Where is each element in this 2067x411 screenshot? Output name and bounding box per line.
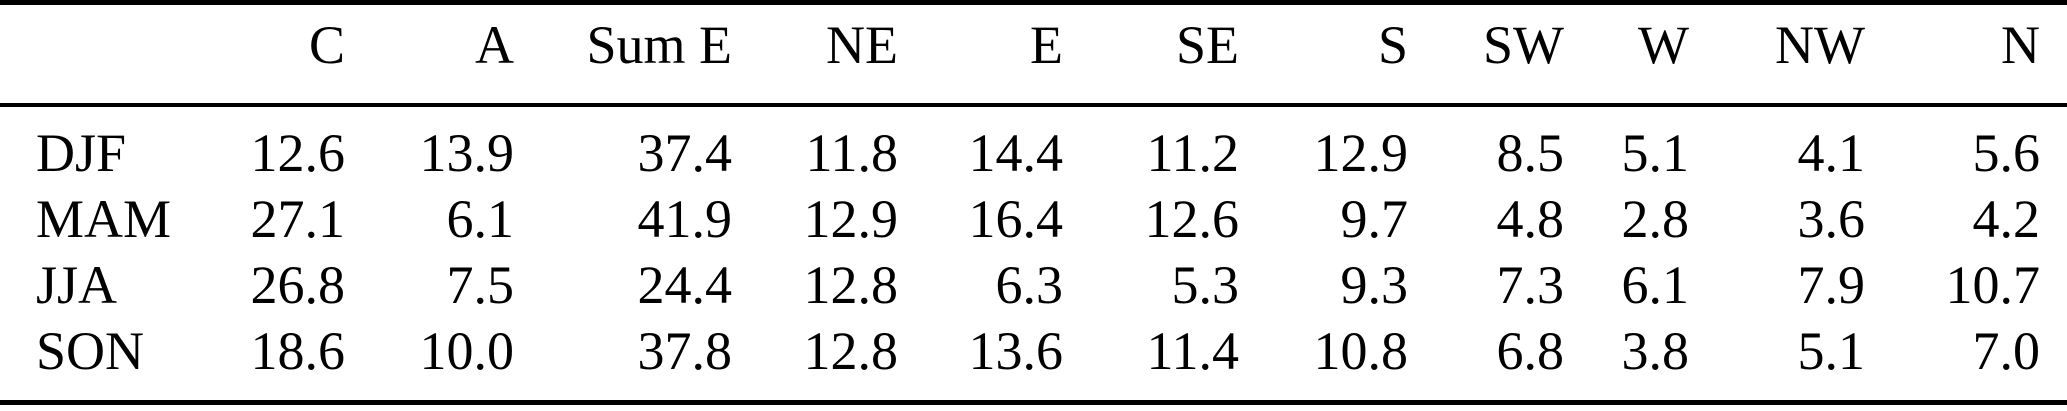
header-cell-e: E bbox=[898, 0, 1063, 107]
header-cell-n: N bbox=[1865, 0, 2067, 107]
table-cell: 9.3 bbox=[1340, 255, 1409, 315]
table-cell: 6.3 bbox=[995, 255, 1064, 315]
header-cell-sume: Sum E bbox=[514, 0, 732, 107]
table-cell: 3.6 bbox=[1797, 189, 1866, 249]
table-cell: 2.8 bbox=[1621, 189, 1690, 249]
table-row-mam: MAM 27.1 6.1 41.9 12.9 16.4 12.6 9.7 4.8… bbox=[0, 186, 2067, 252]
header-cell-ne: NE bbox=[732, 0, 898, 107]
table-cell: 5.6 bbox=[1972, 123, 2041, 183]
header-cell-c: C bbox=[200, 0, 345, 107]
table-cell: 8.5 bbox=[1496, 123, 1565, 183]
header-row: C A Sum E NE E SE S SW W NW N bbox=[0, 0, 2067, 107]
header-cell-sw: SW bbox=[1408, 0, 1564, 107]
table-cell: 9.7 bbox=[1340, 189, 1409, 249]
table-cell: 13.6 bbox=[898, 318, 1063, 405]
header-cell-nw: NW bbox=[1689, 0, 1865, 107]
table-cell: 41.9 bbox=[637, 189, 733, 249]
table-cell: 18.6 bbox=[200, 318, 345, 405]
row-label-mam: MAM bbox=[36, 189, 172, 249]
table-cell: 7.3 bbox=[1496, 255, 1565, 315]
table-cell: 11.8 bbox=[805, 123, 899, 183]
table-row-jja: JJA 26.8 7.5 24.4 12.8 6.3 5.3 9.3 7.3 6… bbox=[0, 252, 2067, 318]
table-cell: 27.1 bbox=[250, 189, 346, 249]
table-row-son: SON 18.6 10.0 37.8 12.8 13.6 11.4 10.8 6… bbox=[0, 318, 2067, 405]
header-cell-s: S bbox=[1239, 0, 1408, 107]
table-cell: 11.2 bbox=[1146, 123, 1240, 183]
table-cell: 4.1 bbox=[1797, 123, 1866, 183]
table-cell: 13.9 bbox=[419, 123, 515, 183]
table-cell: 4.8 bbox=[1496, 189, 1565, 249]
table-cell: 10.7 bbox=[1945, 255, 2041, 315]
table-cell: 7.5 bbox=[446, 255, 515, 315]
header-cell-se: SE bbox=[1063, 0, 1239, 107]
row-label-djf: DJF bbox=[36, 123, 127, 183]
table-cell: 5.3 bbox=[1171, 255, 1240, 315]
table-cell: 3.8 bbox=[1564, 318, 1689, 405]
table-cell: 12.6 bbox=[250, 123, 346, 183]
table-cell: 26.8 bbox=[250, 255, 346, 315]
header-cell-a: A bbox=[345, 0, 514, 107]
table-cell: 12.8 bbox=[803, 255, 899, 315]
row-label-son: SON bbox=[0, 318, 200, 405]
table-cell: 4.2 bbox=[1972, 189, 2041, 249]
header-cell-corner bbox=[0, 0, 200, 107]
header-cell-w: W bbox=[1564, 0, 1689, 107]
table-cell: 5.1 bbox=[1689, 318, 1865, 405]
table-cell: 37.8 bbox=[514, 318, 732, 405]
table-cell: 10.8 bbox=[1239, 318, 1408, 405]
table-cell: 12.9 bbox=[1313, 123, 1409, 183]
table-cell: 7.9 bbox=[1797, 255, 1866, 315]
table-cell: 24.4 bbox=[637, 255, 733, 315]
table-cell: 11.4 bbox=[1063, 318, 1239, 405]
table-cell: 7.0 bbox=[1865, 318, 2067, 405]
row-label-jja: JJA bbox=[36, 255, 118, 315]
table-cell: 12.9 bbox=[803, 189, 899, 249]
table-cell: 6.8 bbox=[1408, 318, 1564, 405]
table-cell: 16.4 bbox=[968, 189, 1064, 249]
table-cell: 6.1 bbox=[1621, 255, 1690, 315]
table-row-djf: DJF 12.6 13.9 37.4 11.8 14.4 11.2 12.9 8… bbox=[0, 105, 2067, 186]
table-cell: 12.6 bbox=[1144, 189, 1240, 249]
table-cell: 12.8 bbox=[732, 318, 898, 405]
table-cell: 6.1 bbox=[446, 189, 515, 249]
table-cell: 37.4 bbox=[637, 123, 733, 183]
table-cell: 5.1 bbox=[1621, 123, 1690, 183]
table-cell: 14.4 bbox=[968, 123, 1064, 183]
table-cell: 10.0 bbox=[345, 318, 514, 405]
